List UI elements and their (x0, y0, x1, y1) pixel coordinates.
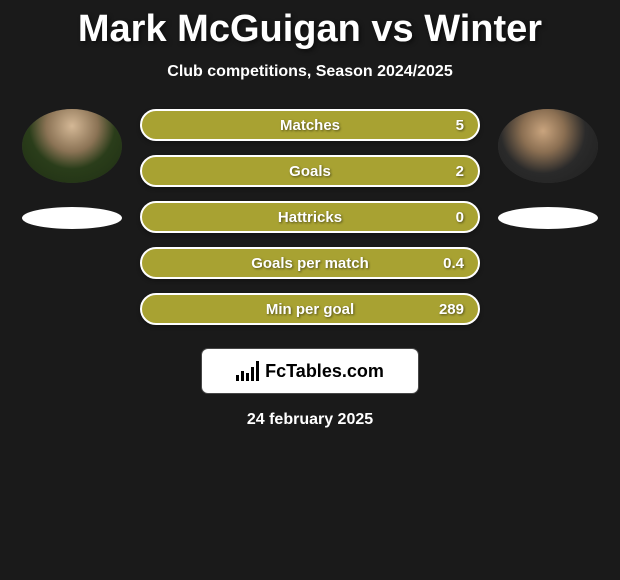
stat-value-right: 289 (439, 301, 464, 318)
stat-label: Goals per match (251, 255, 369, 272)
logo-bars-icon (236, 361, 259, 381)
stat-label: Goals (289, 163, 331, 180)
logo-bar (246, 373, 249, 381)
player-left-column (22, 109, 122, 229)
stat-label: Matches (280, 117, 340, 134)
logo-bar (236, 375, 239, 381)
player-right-avatar (498, 109, 598, 183)
fctables-logo[interactable]: FcTables.com (202, 349, 418, 393)
avatar-image-left (22, 109, 122, 183)
stat-row: Goals 2 (140, 155, 480, 187)
logo-bar (251, 367, 254, 381)
logo-bar (241, 371, 244, 381)
stat-row: Hattricks 0 (140, 201, 480, 233)
avatar-image-right (498, 109, 598, 183)
stat-row: Goals per match 0.4 (140, 247, 480, 279)
stats-list: Matches 5 Goals 2 Hattricks 0 Goals per match 0… (140, 109, 480, 325)
stat-label: Min per goal (266, 301, 354, 318)
player-left-avatar (22, 109, 122, 183)
stat-value-right: 0 (456, 209, 464, 226)
stat-label: Hattricks (278, 209, 342, 226)
date-label: 24 february 2025 (0, 411, 620, 429)
player-right-column (498, 109, 598, 229)
logo-text: FcTables.com (265, 361, 384, 382)
page-title: Mark McGuigan vs Winter (0, 0, 620, 51)
stat-value-right: 5 (456, 117, 464, 134)
stat-value-right: 0.4 (443, 255, 464, 272)
page-subtitle: Club competitions, Season 2024/2025 (0, 63, 620, 81)
comparison-content: Matches 5 Goals 2 Hattricks 0 Goals per match 0… (0, 109, 620, 325)
stat-value-right: 2 (456, 163, 464, 180)
stat-row: Matches 5 (140, 109, 480, 141)
stat-row: Min per goal 289 (140, 293, 480, 325)
player-right-flag (498, 207, 598, 229)
player-left-flag (22, 207, 122, 229)
logo-bar (256, 361, 259, 381)
